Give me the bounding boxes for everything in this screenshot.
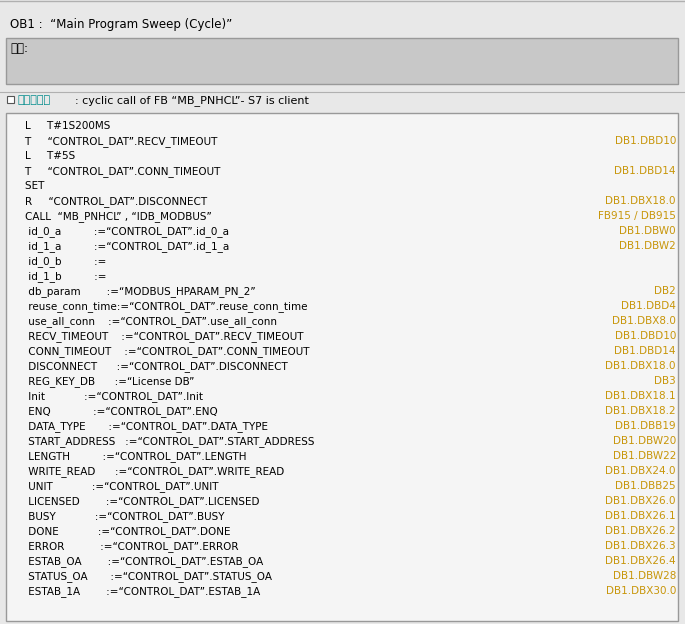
Text: DB1.DBX26.3: DB1.DBX26.3 [606, 541, 676, 551]
Text: LENGTH          :=“CONTROL_DAT”.LENGTH: LENGTH :=“CONTROL_DAT”.LENGTH [12, 451, 247, 462]
Text: DB1.DBD10: DB1.DBD10 [614, 136, 676, 146]
Text: id_1_a          :=“CONTROL_DAT”.id_1_a: id_1_a :=“CONTROL_DAT”.id_1_a [12, 241, 229, 252]
Text: ENQ             :=“CONTROL_DAT”.ENQ: ENQ :=“CONTROL_DAT”.ENQ [12, 406, 218, 417]
Bar [6, 38, 678, 84]
Text: CALL  “MB_PNHCL” , “IDB_MODBUS”: CALL “MB_PNHCL” , “IDB_MODBUS” [12, 211, 212, 222]
Text: ESTAB_OA        :=“CONTROL_DAT”.ESTAB_OA: ESTAB_OA :=“CONTROL_DAT”.ESTAB_OA [12, 556, 263, 567]
Text: id_0_a          :=“CONTROL_DAT”.id_0_a: id_0_a :=“CONTROL_DAT”.id_0_a [12, 226, 229, 237]
Text: OB1 :  “Main Program Sweep (Cycle)”: OB1 : “Main Program Sweep (Cycle)” [10, 18, 232, 31]
Text: DB1.DBX30.0: DB1.DBX30.0 [606, 586, 676, 596]
Text: DB1.DBX26.1: DB1.DBX26.1 [606, 511, 676, 521]
Text: DB1.DBW20: DB1.DBW20 [613, 436, 676, 446]
Text: START_ADDRESS   :=“CONTROL_DAT”.START_ADDRESS: START_ADDRESS :=“CONTROL_DAT”.START_ADDR… [12, 436, 314, 447]
Text: L     T#1S200MS: L T#1S200MS [12, 121, 110, 131]
Text: ESTAB_1A        :=“CONTROL_DAT”.ESTAB_1A: ESTAB_1A :=“CONTROL_DAT”.ESTAB_1A [12, 586, 260, 597]
Text: SET: SET [12, 181, 45, 191]
Text: DB1.DBX18.1: DB1.DBX18.1 [606, 391, 676, 401]
Text: Init            :=“CONTROL_DAT”.Init: Init :=“CONTROL_DAT”.Init [12, 391, 203, 402]
Text: DB1.DBW0: DB1.DBW0 [619, 226, 676, 236]
Text: DB1.DBD4: DB1.DBD4 [621, 301, 676, 311]
Text: T     “CONTROL_DAT”.RECV_TIMEOUT: T “CONTROL_DAT”.RECV_TIMEOUT [12, 136, 217, 147]
Text: : cyclic call of FB “MB_PNHCL”- S7 is client: : cyclic call of FB “MB_PNHCL”- S7 is cl… [75, 95, 309, 106]
Text: DB1.DBD14: DB1.DBD14 [614, 166, 676, 176]
Text: DB1.DBW22: DB1.DBW22 [612, 451, 676, 461]
Text: DATA_TYPE       :=“CONTROL_DAT”.DATA_TYPE: DATA_TYPE :=“CONTROL_DAT”.DATA_TYPE [12, 421, 268, 432]
Text: DB1.DBX18.2: DB1.DBX18.2 [606, 406, 676, 416]
Text: LICENSED        :=“CONTROL_DAT”.LICENSED: LICENSED :=“CONTROL_DAT”.LICENSED [12, 496, 260, 507]
Text: DB1.DBD10: DB1.DBD10 [614, 331, 676, 341]
Bar [7, 96, 14, 103]
Text: BUSY            :=“CONTROL_DAT”.BUSY: BUSY :=“CONTROL_DAT”.BUSY [12, 511, 225, 522]
Text: DB1.DBB19: DB1.DBB19 [615, 421, 676, 431]
Text: DB1.DBW2: DB1.DBW2 [619, 241, 676, 251]
Text: 注释:: 注释: [10, 42, 28, 55]
Text: id_0_b          :=: id_0_b := [12, 256, 106, 267]
Text: FB915 / DB915: FB915 / DB915 [598, 211, 676, 221]
Text: L     T#5S: L T#5S [12, 151, 75, 161]
Text: RECV_TIMEOUT    :=“CONTROL_DAT”.RECV_TIMEOUT: RECV_TIMEOUT :=“CONTROL_DAT”.RECV_TIMEOU… [12, 331, 303, 342]
Text: DB1.DBD14: DB1.DBD14 [614, 346, 676, 356]
Text: DONE            :=“CONTROL_DAT”.DONE: DONE :=“CONTROL_DAT”.DONE [12, 526, 230, 537]
Text: DB1.DBX18.0: DB1.DBX18.0 [606, 196, 676, 206]
Text: DB1.DBW28: DB1.DBW28 [612, 571, 676, 581]
Text: DB1.DBX18.0: DB1.DBX18.0 [606, 361, 676, 371]
Text: UNIT            :=“CONTROL_DAT”.UNIT: UNIT :=“CONTROL_DAT”.UNIT [12, 481, 219, 492]
Text: DB1.DBX26.4: DB1.DBX26.4 [606, 556, 676, 566]
Text: use_all_conn    :=“CONTROL_DAT”.use_all_conn: use_all_conn :=“CONTROL_DAT”.use_all_con… [12, 316, 277, 327]
Text: DB1.DBX26.0: DB1.DBX26.0 [606, 496, 676, 506]
Text: reuse_conn_time:=“CONTROL_DAT”.reuse_conn_time: reuse_conn_time:=“CONTROL_DAT”.reuse_con… [12, 301, 308, 312]
Text: DB3: DB3 [654, 376, 676, 386]
Text: DISCONNECT      :=“CONTROL_DAT”.DISCONNECT: DISCONNECT :=“CONTROL_DAT”.DISCONNECT [12, 361, 288, 372]
Text: DB1.DBX24.0: DB1.DBX24.0 [606, 466, 676, 476]
Text: WRITE_READ      :=“CONTROL_DAT”.WRITE_READ: WRITE_READ :=“CONTROL_DAT”.WRITE_READ [12, 466, 284, 477]
Text: CONN_TIMEOUT    :=“CONTROL_DAT”.CONN_TIMEOUT: CONN_TIMEOUT :=“CONTROL_DAT”.CONN_TIMEOU… [12, 346, 310, 357]
Text: DB1.DBB25: DB1.DBB25 [615, 481, 676, 491]
Text: DB1.DBX26.2: DB1.DBX26.2 [606, 526, 676, 536]
Bar [6, 113, 678, 621]
Text: id_1_b          :=: id_1_b := [12, 271, 106, 282]
Text: DB1.DBX8.0: DB1.DBX8.0 [612, 316, 676, 326]
Text: db_param        :=“MODBUS_HPARAM_PN_2”: db_param :=“MODBUS_HPARAM_PN_2” [12, 286, 256, 297]
Text: REG_KEY_DB      :=“License DB”: REG_KEY_DB :=“License DB” [12, 376, 195, 387]
Text: R     “CONTROL_DAT”.DISCONNECT: R “CONTROL_DAT”.DISCONNECT [12, 196, 207, 207]
Text: ERROR           :=“CONTROL_DAT”.ERROR: ERROR :=“CONTROL_DAT”.ERROR [12, 541, 238, 552]
Text: 网络段标题: 网络段标题 [18, 95, 51, 105]
Text: DB2: DB2 [654, 286, 676, 296]
Text: STATUS_OA       :=“CONTROL_DAT”.STATUS_OA: STATUS_OA :=“CONTROL_DAT”.STATUS_OA [12, 571, 272, 582]
Text: T     “CONTROL_DAT”.CONN_TIMEOUT: T “CONTROL_DAT”.CONN_TIMEOUT [12, 166, 221, 177]
